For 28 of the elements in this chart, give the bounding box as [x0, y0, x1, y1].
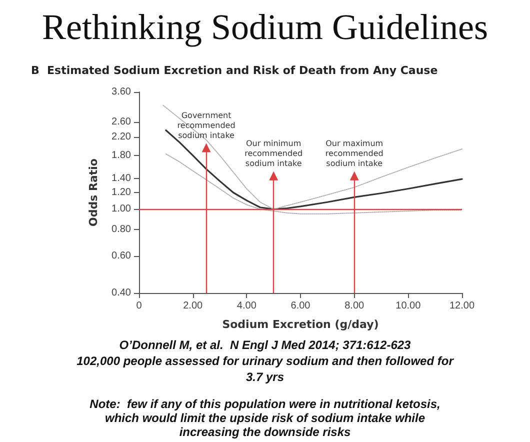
chart-subtitle: B Estimated Sodium Excretion and Risk of Death from Any Cause	[31, 64, 438, 77]
y-tick-label: 0.80	[112, 224, 132, 236]
text: O’Donnell M, et al. N Engl J Med 2014; 371:612-623	[119, 338, 412, 352]
x-tick-label: 10.00	[396, 300, 422, 312]
x-tick-label: 8.00	[344, 300, 364, 312]
x-tick-label: 0	[136, 300, 142, 312]
ref-line-label: Government recommended sodium intake	[177, 110, 236, 140]
ref-line-label: Our minimum recommended sodium intake	[244, 138, 303, 168]
y-tick-label: 1.80	[112, 150, 132, 161]
y-tick-label: 1.40	[112, 172, 132, 184]
x-tick-label: 12.00	[449, 300, 475, 312]
line-series	[165, 129, 463, 210]
x-tick-label: 6.00	[290, 300, 311, 312]
ref-line-label: Our maximum recommended sodium intake	[325, 138, 384, 168]
x-tick-label: 4.00	[236, 300, 257, 312]
x-axis-title: Sodium Excretion (g/day)	[222, 318, 379, 331]
x-tick-label: 2.00	[183, 300, 203, 312]
y-tick-label: 1.00	[112, 204, 132, 215]
text: 102,000 people assessed for urinary sodium and then followed for 3.7 yrs	[76, 354, 455, 384]
chart-title: Rethinking Sodium Guidelines	[42, 7, 488, 47]
y-tick-label: 1.20	[112, 187, 132, 198]
y-tick-label: 0.40	[112, 288, 132, 298]
text: Note: few if any of this population were in nutritional ketosis, which would limit the upside risk of sodium intake while increasing the downside risks	[90, 397, 440, 439]
y-tick-label: 2.20	[112, 132, 132, 143]
y-tick-label: 2.60	[112, 116, 132, 128]
y-tick-label: 3.60	[112, 86, 132, 98]
y-tick-label: 0.60	[112, 250, 132, 262]
y-axis-title: Odds Ratio	[87, 158, 100, 226]
